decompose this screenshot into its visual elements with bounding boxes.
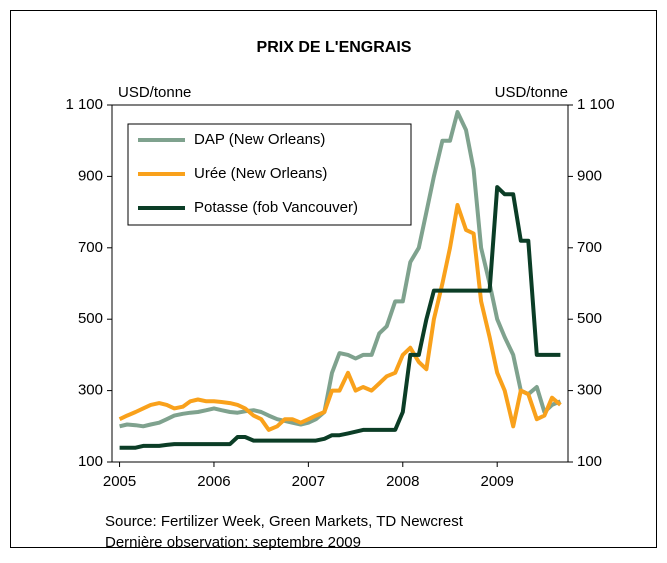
line-series [119,185,561,450]
y2-tick-label: 100 [577,453,602,470]
y2-tick-label: 1 100 [577,96,615,113]
chart-title: PRIX DE L'ENGRAIS [257,39,412,56]
frame [10,10,657,548]
y2-axis-label: USD/tonne [495,84,568,101]
y2-tick-label: 700 [577,239,602,256]
line-series [119,110,562,429]
y-tick-label: 1 100 [65,96,103,113]
y-tick-label: 900 [78,167,103,184]
y2-tick-label: 300 [577,382,602,399]
line-series [118,203,562,432]
legend-label: Potasse (fob Vancouver) [194,199,358,216]
legend-label: Urée (New Orleans) [194,165,327,182]
y-axis-label: USD/tonne [118,84,191,101]
y2-tick-label: 900 [577,167,602,184]
x-tick-label: 2006 [197,473,230,490]
note: Dernière observation: septembre 2009 [105,534,361,551]
y-tick-label: 100 [78,453,103,470]
y-tick-label: 300 [78,382,103,399]
x-tick-label: 2007 [292,473,325,490]
source: Source: Fertilizer Week, Green Markets, … [105,513,464,530]
x-tick-label: 2009 [481,473,514,490]
legend-label: DAP (New Orleans) [194,131,325,148]
x-tick-label: 2008 [386,473,419,490]
plot-area [111,104,569,463]
y-tick-label: 700 [78,239,103,256]
x-tick-label: 2005 [103,473,136,490]
y2-tick-label: 500 [577,310,602,327]
y-tick-label: 500 [78,310,103,327]
